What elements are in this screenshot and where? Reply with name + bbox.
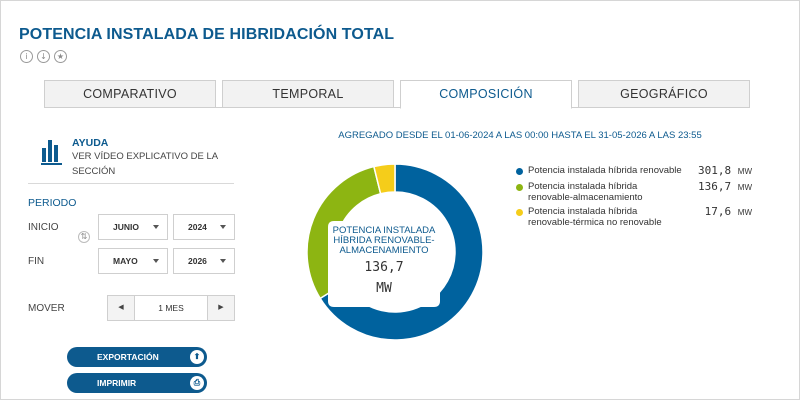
tab-bar: COMPARATIVO TEMPORAL COMPOSICIÓN GEOGRÁF…: [44, 80, 750, 109]
fin-year-select[interactable]: 2026: [173, 248, 235, 274]
swap-icon[interactable]: ⇅: [78, 231, 90, 243]
legend-dot: [516, 168, 523, 175]
tab-temporal[interactable]: TEMPORAL: [222, 80, 394, 108]
tooltip-unit: MW: [376, 281, 392, 296]
title-icons: i ↓ ★: [20, 50, 67, 63]
mover-next-button[interactable]: ▶: [208, 296, 234, 320]
export-button[interactable]: EXPORTACIÓN ⬆: [67, 347, 207, 367]
fin-year-value: 2026: [188, 256, 207, 266]
mover-prev-button[interactable]: ◀: [108, 296, 134, 320]
donut-slice-0[interactable]: [319, 163, 484, 341]
legend-value: 301,8 MW: [698, 164, 752, 177]
print-button-label: IMPRIMIR: [97, 378, 137, 388]
inicio-label: INICIO: [28, 222, 59, 233]
print-button[interactable]: IMPRIMIR ⎙: [67, 373, 207, 393]
chevron-down-icon: [220, 225, 226, 229]
tab-composicion[interactable]: COMPOSICIÓN: [400, 80, 572, 109]
legend-label: Potencia instalada híbrida renovable-tér…: [528, 206, 662, 228]
help-video-link[interactable]: VER VÍDEO EXPLICATIVO DE LA SECCIÓN: [72, 151, 218, 177]
inicio-month-select[interactable]: JUNIO: [98, 214, 168, 240]
page-title: POTENCIA INSTALADA DE HIBRIDACIÓN TOTAL: [19, 26, 395, 43]
help-title[interactable]: AYUDA: [72, 137, 109, 149]
legend-dot: [516, 184, 523, 191]
divider: [28, 183, 234, 184]
mover-stepper: ◀ 1 MES ▶: [107, 295, 235, 321]
mover-label: MOVER: [28, 303, 65, 314]
legend-dot: [516, 209, 523, 216]
star-icon[interactable]: ★: [54, 50, 67, 63]
chevron-down-icon: [153, 225, 159, 229]
inicio-year-value: 2024: [188, 222, 207, 232]
chevron-down-icon: [153, 259, 159, 263]
legend-value: 136,7 MW: [698, 180, 752, 193]
fin-month-value: MAYO: [113, 256, 138, 266]
inicio-month-value: JUNIO: [113, 222, 139, 232]
download-icon[interactable]: ↓: [37, 50, 50, 63]
tooltip-background: [328, 221, 440, 307]
tooltip-value: 136,7: [364, 260, 404, 275]
export-button-label: EXPORTACIÓN: [97, 352, 159, 362]
periodo-heading: PERIODO: [28, 197, 77, 209]
donut-slice-2[interactable]: [372, 163, 396, 195]
legend-value: 17,6 MW: [704, 205, 752, 218]
tab-geografico[interactable]: GEOGRÁFICO: [578, 80, 750, 108]
info-icon[interactable]: i: [20, 50, 33, 63]
legend-label: Potencia instalada híbrida renovable-alm…: [528, 181, 643, 203]
tab-comparativo[interactable]: COMPARATIVO: [44, 80, 216, 108]
legend-label: Potencia instalada híbrida renovable: [528, 165, 682, 176]
printer-icon: ⎙: [190, 376, 204, 390]
chevron-down-icon: [220, 259, 226, 263]
mover-value: 1 MES: [134, 296, 208, 320]
fin-month-select[interactable]: MAYO: [98, 248, 168, 274]
donut-tooltip: POTENCIA INSTALADA HÍBRIDA RENOVABLE-ALM…: [328, 221, 440, 307]
chart-title: AGREGADO DESDE EL 01-06-2024 A LAS 00:00…: [338, 130, 702, 141]
bar-chart-icon[interactable]: [41, 140, 62, 165]
donut-chart: [306, 163, 484, 341]
fin-label: FIN: [28, 256, 45, 267]
tooltip-label: POTENCIA INSTALADA HÍBRIDA RENOVABLE-ALM…: [332, 225, 436, 256]
inicio-year-select[interactable]: 2024: [173, 214, 235, 240]
upload-icon: ⬆: [190, 350, 204, 364]
